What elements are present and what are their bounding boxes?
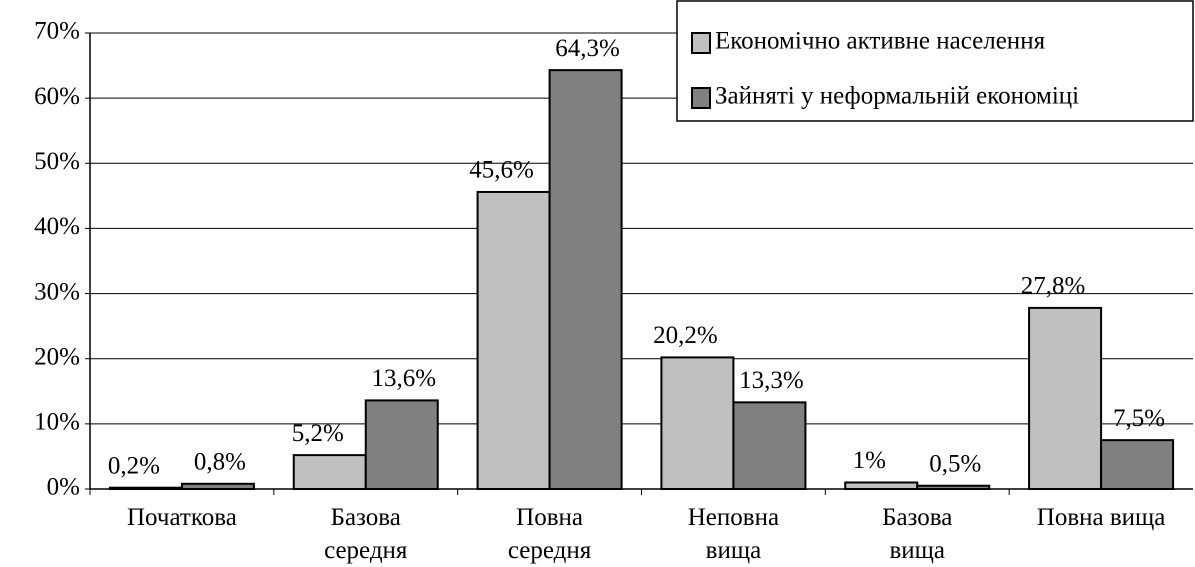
legend-label: Економічно активне населення: [715, 28, 1046, 55]
bar: [292, 454, 367, 490]
value-label: 0,2%: [108, 452, 160, 479]
x-tick-line: Початкова: [127, 504, 237, 531]
value-label: 13,6%: [371, 365, 436, 392]
value-label: 13,3%: [739, 367, 804, 394]
value-label: 20,2%: [653, 322, 718, 349]
bar: [732, 401, 807, 490]
x-tick-label: Базова середня: [324, 504, 408, 564]
x-tick-line: Неповна: [688, 504, 779, 531]
y-tick-label: 20%: [34, 343, 80, 370]
value-label: 64,3%: [555, 35, 620, 62]
bar: [1028, 306, 1103, 490]
bar: [548, 69, 623, 490]
y-tick-label: 40%: [34, 213, 80, 240]
x-tick-line: Базова: [331, 504, 401, 531]
x-tick-line: Повна вища: [1037, 504, 1166, 531]
value-label: 0,8%: [194, 449, 246, 476]
y-tick-label: 10%: [34, 409, 80, 436]
legend-swatch: [691, 87, 711, 109]
legend-label: Зайняті у неформальній економіці: [715, 83, 1079, 110]
y-tick-label: 50%: [34, 148, 80, 175]
x-tick-label: Початкова: [127, 504, 237, 531]
x-tick-label: Повна середня: [508, 504, 592, 564]
x-tick-label: Повна вища: [1037, 504, 1166, 531]
x-tick-line: Базова: [882, 504, 952, 531]
x-tick-label: Неповна вища: [688, 504, 779, 564]
bar: [180, 482, 255, 491]
bar: [364, 399, 439, 490]
bar: [476, 190, 551, 490]
legend-box: [676, 0, 1194, 122]
bar: [108, 486, 183, 491]
legend-swatch: [691, 32, 711, 54]
value-label: 1%: [853, 447, 886, 474]
bar: [660, 356, 735, 491]
value-label: 7,5%: [1113, 405, 1165, 432]
x-tick-line: вища: [889, 537, 945, 564]
y-tick-label: 70%: [34, 18, 80, 45]
x-tick-line: середня: [324, 537, 408, 564]
bar: [1100, 439, 1175, 490]
y-tick-label: 30%: [34, 278, 80, 305]
x-tick-line: вища: [706, 537, 762, 564]
x-tick-label: Базова вища: [882, 504, 952, 564]
bar: [844, 481, 919, 491]
y-tick-label: 60%: [34, 83, 80, 110]
x-tick-line: середня: [508, 537, 592, 564]
bar: [916, 484, 991, 491]
value-label: 27,8%: [1021, 273, 1086, 300]
value-label: 0,5%: [929, 450, 981, 477]
y-tick-label: 0%: [47, 474, 80, 501]
value-label: 5,2%: [292, 420, 344, 447]
x-tick-line: Повна: [516, 504, 583, 531]
value-label: 45,6%: [469, 157, 534, 184]
